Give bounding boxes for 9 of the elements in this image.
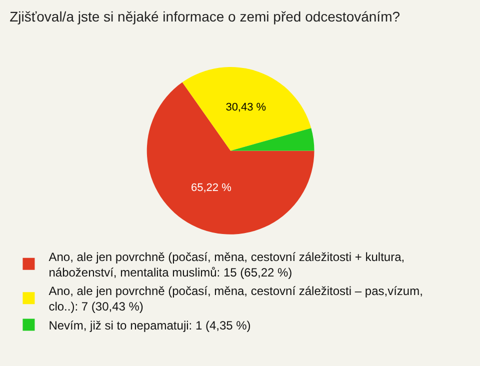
data-label: 30,43 % (226, 101, 266, 114)
pie-slice (230, 128, 314, 151)
chart-title: Zjišťoval/a jste si nějaké informace o zemi před odcestováním? (10, 8, 400, 24)
legend-label: Ano, ale jen povrchně (počasí, měna, cestovní záležitosti – pas,vízum, clo..): 7 (30,43 %) (48, 284, 423, 314)
data-label: 65,22 % (191, 182, 232, 194)
pie-slice (182, 67, 312, 151)
legend-label: Ano, ale jen povrchně (počasí, měna, cestovní záležitosti + kultura, náboženství, mentalita muslimů: 15 (65,22 %) (48, 250, 405, 280)
pie-slice (147, 82, 314, 234)
legend-label: Nevím, již si to nepamatuji: 1 (4,35 %) (48, 318, 251, 332)
